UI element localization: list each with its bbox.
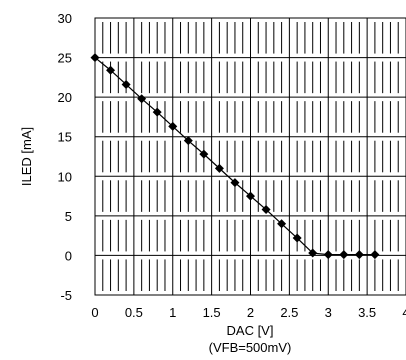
x-tick-label: 3.5 [358, 305, 376, 320]
y-tick-label: 5 [65, 209, 72, 224]
y-tick-label: 15 [58, 130, 72, 145]
data-point [152, 107, 162, 117]
data-point [323, 250, 333, 260]
data-point [106, 65, 116, 75]
x-tick-label: 0.5 [125, 305, 143, 320]
x-tick-label: 0 [91, 305, 98, 320]
x-tick-label: 4 [402, 305, 406, 320]
data-point [183, 136, 193, 146]
data-point [214, 163, 224, 173]
data-point [292, 233, 302, 243]
data-point [121, 79, 131, 89]
data-point [90, 53, 100, 63]
data-point [246, 191, 255, 201]
data-point [137, 94, 147, 104]
x-tick-label: 1.5 [203, 305, 221, 320]
x-axis-sublabel: (VFB=500mV) [209, 340, 292, 355]
x-tick-label: 2 [247, 305, 254, 320]
y-axis-ticks: 30 25 20 15 10 5 0 -5 [58, 11, 72, 303]
y-tick-label: 10 [58, 169, 72, 184]
x-axis-ticks: 0 0.5 1 1.5 2 2.5 3 3.5 4 [91, 305, 406, 320]
x-axis-label: DAC [V] [227, 323, 274, 338]
data-point [261, 205, 271, 215]
x-tick-label: 3 [325, 305, 332, 320]
x-tick-label: 1 [169, 305, 176, 320]
data-point [168, 121, 178, 131]
y-tick-label: -5 [60, 288, 72, 303]
plot-frame [94, 17, 406, 296]
x-tick-label: 2.5 [280, 305, 298, 320]
data-point [354, 250, 364, 260]
data-point [199, 149, 209, 159]
y-tick-label: 30 [58, 11, 72, 26]
y-tick-label: 0 [65, 248, 72, 263]
grid [95, 18, 406, 295]
data-point [370, 250, 380, 260]
series-iled [90, 53, 380, 260]
data-point [339, 250, 349, 260]
data-point [308, 248, 318, 258]
y-tick-label: 25 [58, 51, 72, 66]
y-axis-label: ILED [mA] [19, 127, 34, 186]
data-point [277, 219, 287, 229]
y-tick-label: 20 [58, 90, 72, 105]
data-point [230, 178, 240, 188]
